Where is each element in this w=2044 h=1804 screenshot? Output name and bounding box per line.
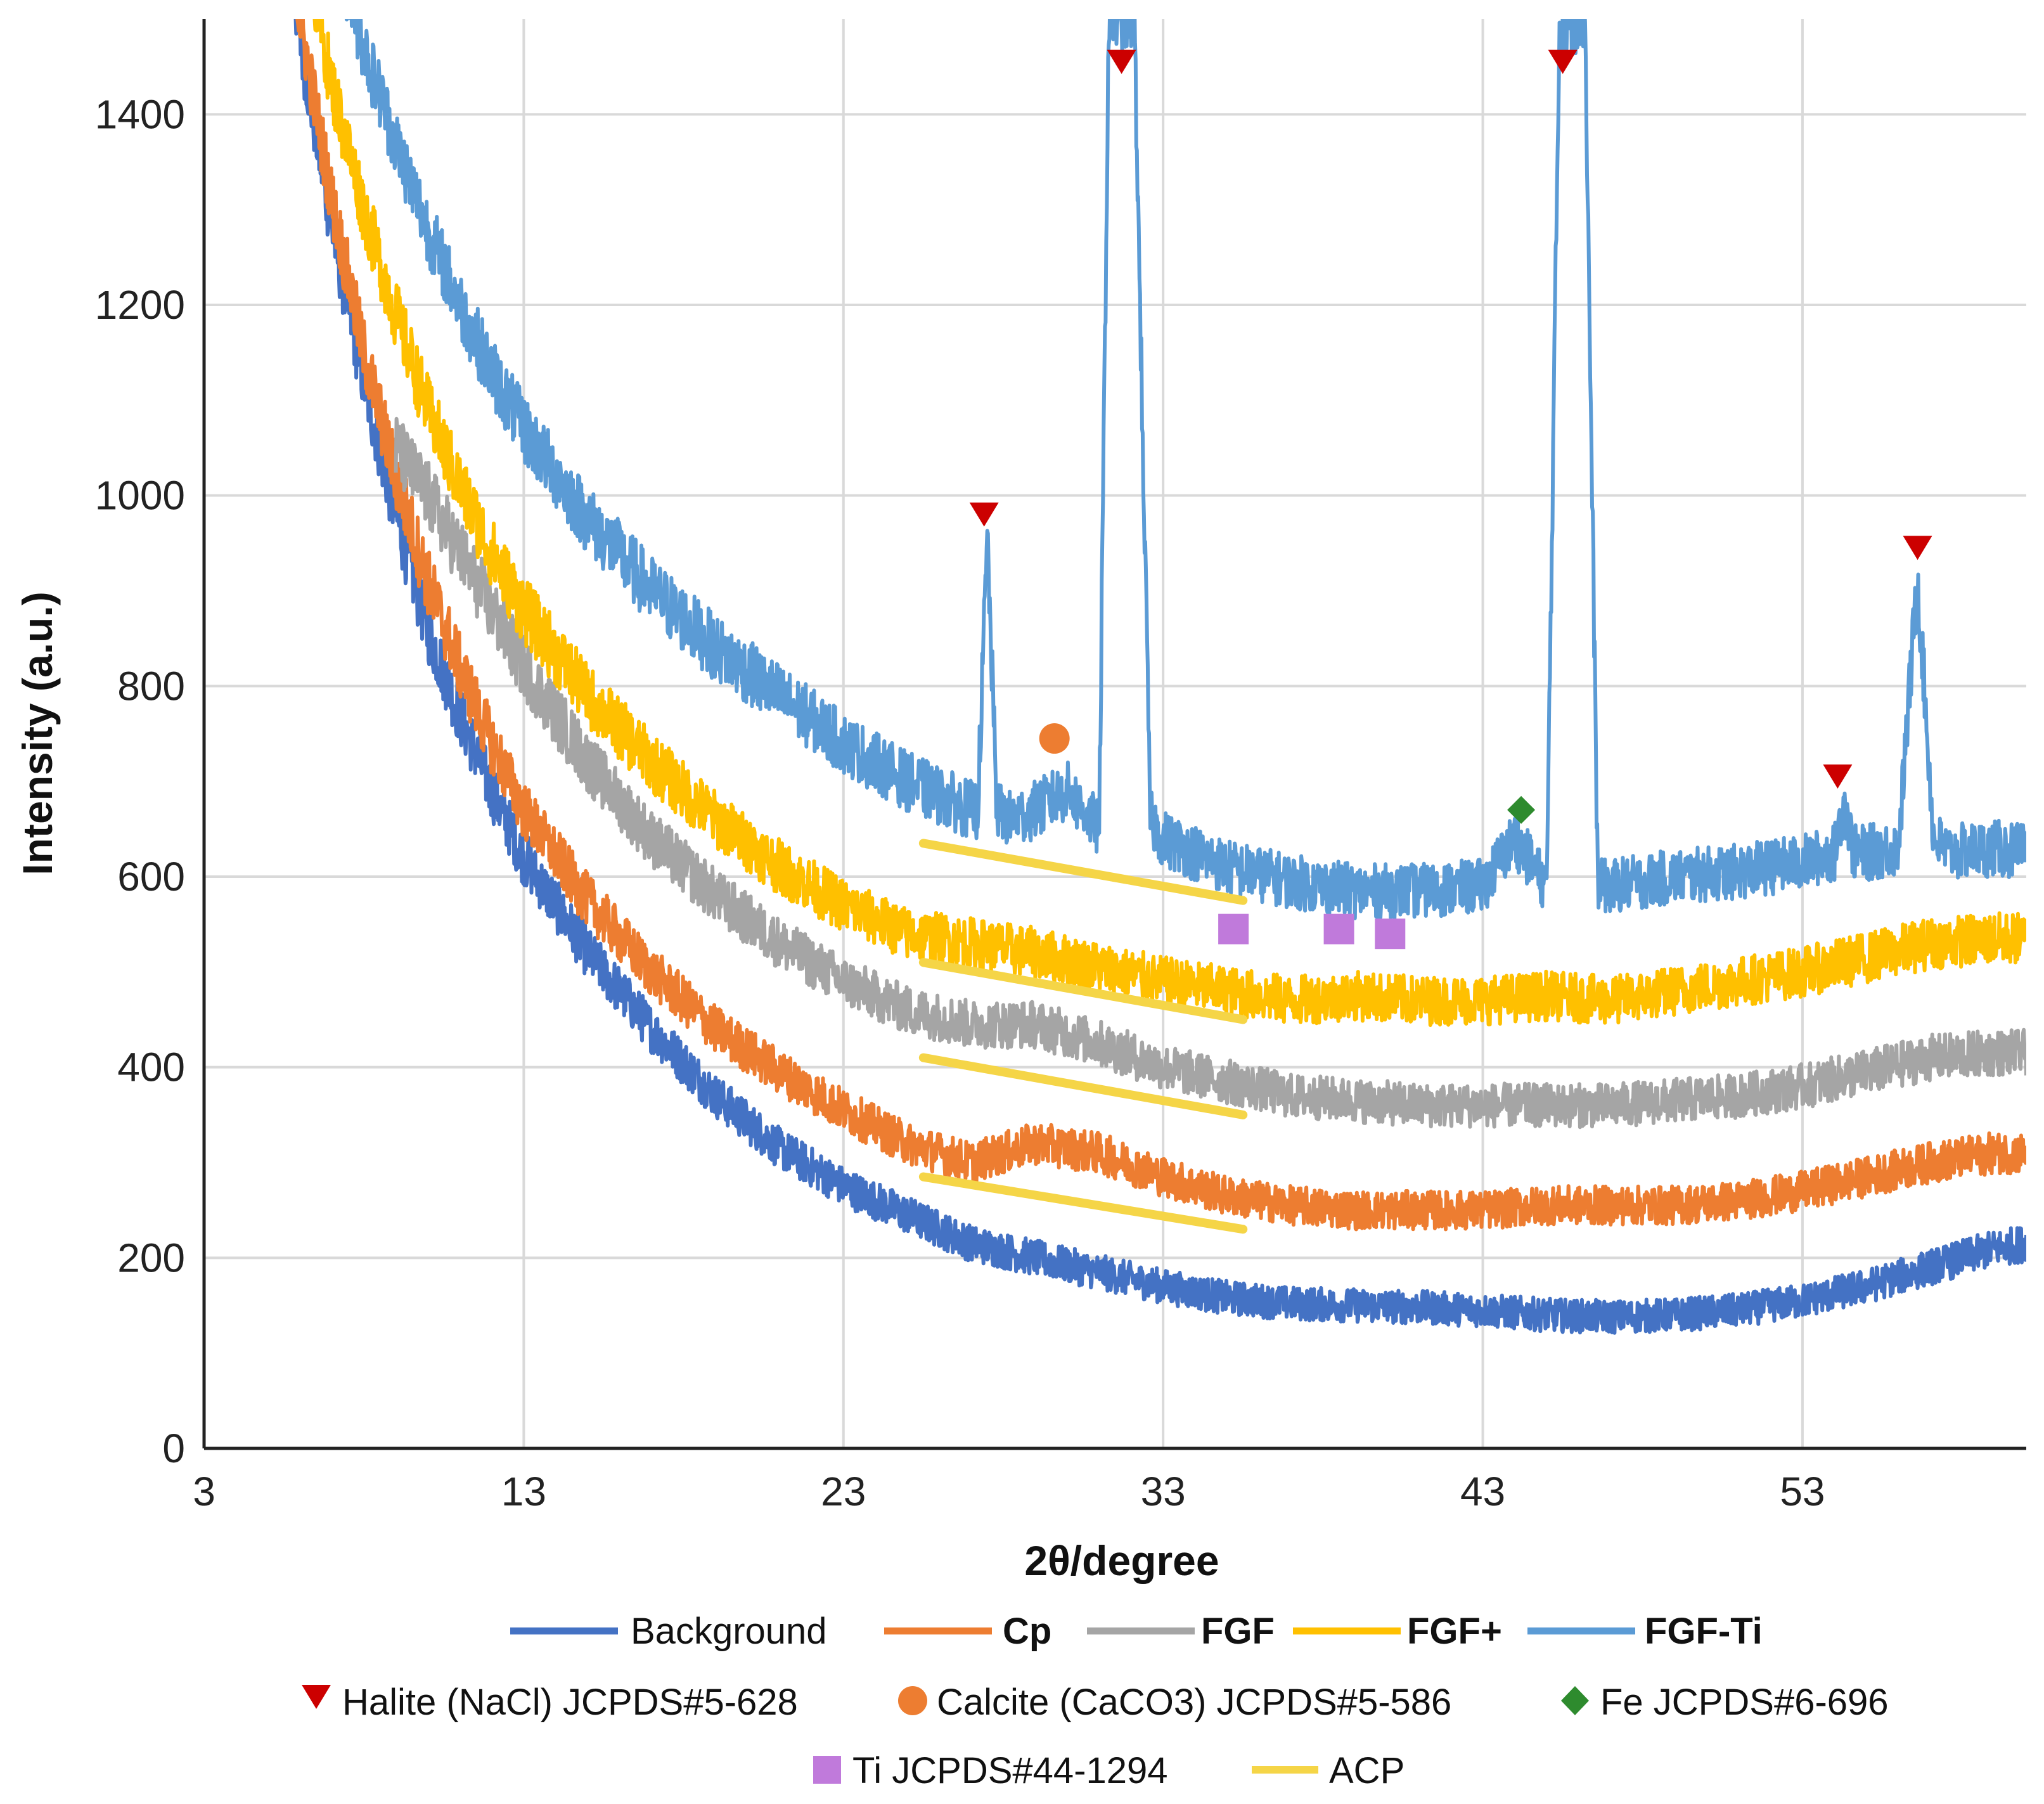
series-layer bbox=[293, 19, 2026, 1335]
y-tick-label: 600 bbox=[117, 854, 185, 899]
x-axis-title: 2θ/degree bbox=[1024, 1537, 1219, 1584]
legend-label-fe: Fe JCPDS#6-696 bbox=[1600, 1682, 1889, 1723]
legend-label-halite: Halite (NaCl) JCPDS#5-628 bbox=[342, 1682, 798, 1723]
legend-item-halite: Halite (NaCl) JCPDS#5-628 bbox=[302, 1682, 798, 1723]
legend-label-cp: Cp bbox=[1003, 1611, 1051, 1652]
halite-marker bbox=[1107, 49, 1136, 74]
halite-marker bbox=[1548, 49, 1578, 74]
tick-labels: 0 200 400 600 800 1000 1200 1400 3 13 23 33 43 53 bbox=[95, 91, 1825, 1514]
legend-label-acp: ACP bbox=[1329, 1750, 1404, 1791]
legend-label-fgf-ti: FGF-Ti bbox=[1645, 1611, 1763, 1652]
y-tick-label: 400 bbox=[117, 1045, 185, 1090]
legend-label-background: Background bbox=[631, 1611, 827, 1652]
legend-item-background: Background bbox=[510, 1611, 827, 1652]
y-axis-title: Intensity (a.u.) bbox=[14, 591, 61, 875]
ti-marker bbox=[1323, 913, 1354, 944]
legend-label-calcite: Calcite (CaCO3) JCPDS#5-586 bbox=[937, 1682, 1451, 1723]
ti-marker bbox=[1375, 918, 1406, 950]
calcite-marker-icon bbox=[898, 1686, 927, 1715]
series-line-fgf- bbox=[312, 19, 2026, 1028]
fe-marker-icon bbox=[1561, 1686, 1589, 1715]
ti-marker bbox=[1218, 913, 1249, 944]
y-tick-label: 0 bbox=[162, 1426, 185, 1471]
x-tick-label: 43 bbox=[1460, 1469, 1505, 1514]
legend-item-cp: Cp bbox=[884, 1611, 1051, 1652]
legend-item-fe: Fe JCPDS#6-696 bbox=[1561, 1682, 1889, 1723]
legend-label-ti: Ti JCPDS#44-1294 bbox=[852, 1750, 1168, 1791]
grid bbox=[204, 19, 2026, 1448]
acp-line bbox=[918, 958, 1248, 1024]
phase-markers bbox=[969, 49, 1932, 950]
ti-marker-icon bbox=[813, 1756, 841, 1784]
y-tick-label: 800 bbox=[117, 663, 185, 709]
x-tick-label: 23 bbox=[821, 1469, 866, 1514]
legend-item-calcite: Calcite (CaCO3) JCPDS#5-586 bbox=[898, 1682, 1451, 1723]
y-tick-label: 1400 bbox=[95, 91, 185, 137]
acp-layer bbox=[918, 839, 1248, 1234]
acp-line bbox=[918, 1172, 1248, 1234]
axes bbox=[202, 19, 2026, 1450]
halite-marker bbox=[969, 502, 999, 527]
halite-marker-icon bbox=[302, 1685, 331, 1709]
y-tick-label: 1200 bbox=[95, 282, 185, 328]
series-line-background bbox=[293, 19, 2026, 1335]
acp-line bbox=[918, 1053, 1248, 1119]
fe-marker bbox=[1507, 796, 1536, 824]
y-tick-label: 200 bbox=[117, 1235, 185, 1280]
legend-item-fgf-plus: FGF+ bbox=[1293, 1611, 1502, 1652]
series-line-cp bbox=[295, 19, 2026, 1232]
calcite-marker bbox=[1039, 723, 1070, 754]
legend-item-fgf-ti: FGF-Ti bbox=[1527, 1611, 1763, 1652]
y-tick-label: 1000 bbox=[95, 473, 185, 519]
x-tick-label: 13 bbox=[501, 1469, 546, 1514]
legend-item-fgf: FGF bbox=[1087, 1611, 1275, 1652]
x-tick-label: 53 bbox=[1780, 1469, 1825, 1514]
series-line-fgf-ti bbox=[344, 19, 2026, 920]
acp-line bbox=[918, 839, 1248, 905]
legend: Background Cp FGF FGF+ FGF-Ti Halite (Na… bbox=[302, 1611, 1889, 1791]
series-line-fgf bbox=[394, 416, 2026, 1130]
x-tick-label: 3 bbox=[193, 1469, 215, 1514]
legend-item-ti: Ti JCPDS#44-1294 bbox=[813, 1750, 1168, 1791]
legend-item-acp: ACP bbox=[1252, 1750, 1404, 1791]
halite-marker bbox=[1823, 764, 1853, 789]
halite-marker bbox=[1903, 536, 1932, 560]
legend-label-fgf: FGF bbox=[1201, 1611, 1275, 1652]
legend-label-fgf-plus: FGF+ bbox=[1407, 1611, 1502, 1652]
x-tick-label: 33 bbox=[1141, 1469, 1186, 1514]
